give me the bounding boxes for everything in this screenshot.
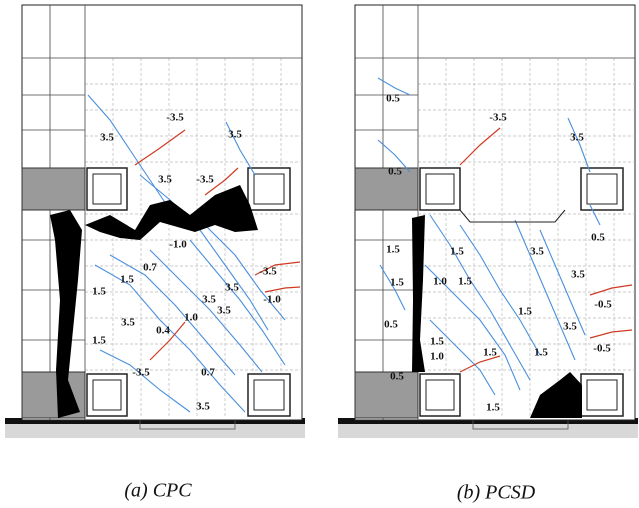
crack-width-label: 3.5 — [121, 317, 135, 329]
crack-width-label: 0.4 — [156, 325, 170, 337]
crack-width-label: 0.5 — [591, 232, 605, 244]
crack-width-label: 3.5 — [100, 132, 114, 144]
crack-width-label: 1.5 — [450, 246, 464, 258]
crack-width-label: 1.0 — [433, 276, 447, 288]
crack-width-label: 3.5 — [571, 269, 585, 281]
figure: -3.53.53.53.5-3.5-1.00.71.5-3.51.53.53.5… — [0, 0, 639, 508]
crack-width-label: 1.5 — [483, 347, 497, 359]
crack-width-label: 3.5 — [570, 132, 584, 144]
crack-width-label: 1.5 — [92, 286, 106, 298]
crack-width-label: -0.5 — [594, 299, 612, 311]
crack-width-label: 1.5 — [386, 244, 400, 256]
crack-width-label: 1.5 — [534, 347, 548, 359]
crack-width-label: 3.5 — [202, 294, 216, 306]
crack-width-label: 3.5 — [563, 321, 577, 333]
crack-width-label: 3.5 — [158, 174, 172, 186]
crack-width-label: -3.5 — [259, 266, 277, 278]
crack-width-label: 0.5 — [390, 371, 404, 383]
crack-width-label: 0.5 — [388, 166, 402, 178]
crack-width-label: 1.5 — [120, 274, 134, 286]
caption: (b) PCSD — [457, 482, 536, 504]
crack-width-label: -3.5 — [132, 367, 150, 379]
crack-width-label: 1.5 — [486, 402, 500, 414]
crack-width-label: -3.5 — [196, 174, 214, 186]
crack-width-label: -0.5 — [593, 343, 611, 355]
crack-width-label: -1.0 — [263, 294, 281, 306]
crack-width-label: 3.5 — [196, 401, 210, 413]
crack-width-label: 1.5 — [430, 336, 444, 348]
crack-width-label: 1.5 — [458, 276, 472, 288]
crack-width-label: 0.7 — [143, 262, 157, 274]
crack-width-label: 3.5 — [225, 282, 239, 294]
crack-width-label: 3.5 — [228, 129, 242, 141]
crack-width-label: 0.7 — [201, 367, 215, 379]
crack-width-label: 0.5 — [386, 93, 400, 105]
crack-width-label: 1.5 — [92, 335, 106, 347]
crack-width-label: -3.5 — [166, 112, 184, 124]
crack-width-label: -1.0 — [169, 239, 187, 251]
crack-width-label: 1.0 — [430, 351, 444, 363]
caption: (a) CPC — [124, 480, 192, 502]
crack-width-label: -3.5 — [489, 112, 507, 124]
crack-width-label: 1.5 — [518, 306, 532, 318]
crack-width-label: 0.5 — [384, 319, 398, 331]
crack-width-label: 3.5 — [217, 305, 231, 317]
crack-width-label: 1.5 — [390, 277, 404, 289]
crack-width-label: 3.5 — [530, 246, 544, 258]
crack-width-label: 1.0 — [184, 312, 198, 324]
